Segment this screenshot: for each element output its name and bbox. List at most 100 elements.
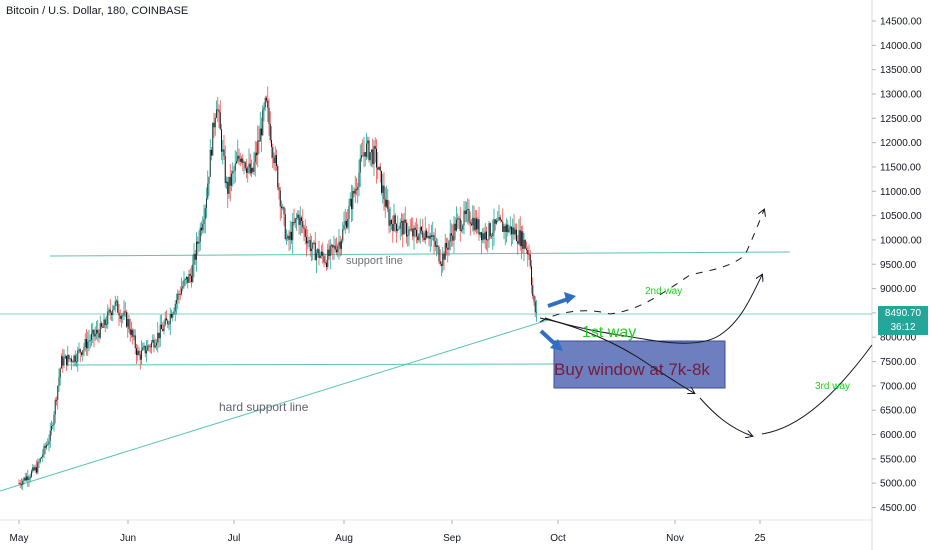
candle-body xyxy=(244,162,246,169)
candle-body xyxy=(454,223,456,231)
candle-body xyxy=(137,350,139,356)
candle-body xyxy=(507,224,509,233)
candle-body xyxy=(223,149,225,157)
candle-body xyxy=(406,222,407,237)
candle-body xyxy=(231,173,232,186)
candle-body xyxy=(461,229,462,231)
candle-body xyxy=(57,386,59,400)
blue-up-arrow[interactable] xyxy=(547,292,576,308)
candle-body xyxy=(86,339,87,349)
candle-body xyxy=(114,301,116,306)
candle-body xyxy=(224,156,226,184)
candle-body xyxy=(384,199,386,207)
price-tick-label: 11500.00 xyxy=(880,162,921,173)
candle-body xyxy=(164,318,166,325)
buy-window-box[interactable] xyxy=(553,340,726,389)
candle-body xyxy=(504,225,506,232)
candle-body xyxy=(149,346,151,348)
candle-body xyxy=(521,231,522,247)
candle-body xyxy=(43,446,45,455)
candle-body xyxy=(281,206,282,209)
candle-body xyxy=(344,220,346,226)
candle-body xyxy=(117,300,119,313)
candle-body xyxy=(502,221,504,232)
candle-body xyxy=(328,249,330,257)
candle-body xyxy=(69,358,71,360)
candle-body xyxy=(264,97,266,108)
candle-body xyxy=(462,225,464,230)
candle-body xyxy=(292,221,294,241)
candle-body xyxy=(501,220,502,222)
support-line[interactable] xyxy=(49,251,791,257)
candle-body xyxy=(258,140,260,142)
candle-body xyxy=(74,355,76,362)
candle-body xyxy=(511,226,512,235)
candle-body xyxy=(458,218,460,220)
candle-body xyxy=(508,229,510,233)
candle-body xyxy=(146,350,147,354)
candle-body xyxy=(434,240,436,247)
candle-body xyxy=(131,329,132,335)
candle-body xyxy=(201,227,202,231)
candle-body xyxy=(319,255,321,258)
candle-body xyxy=(122,315,124,317)
time-axis[interactable]: May Jun Jul Aug Sep Oct Nov 25 xyxy=(10,520,766,544)
candle-body xyxy=(391,220,392,224)
candle-body xyxy=(259,128,261,142)
candle-body xyxy=(382,185,384,193)
candle-body xyxy=(362,155,364,157)
candle-body xyxy=(161,324,162,330)
candle-body xyxy=(512,227,514,235)
candle-body xyxy=(528,254,530,256)
candle-body xyxy=(176,300,177,304)
candle-body xyxy=(212,122,214,156)
candle-body xyxy=(492,232,494,237)
candle-body xyxy=(533,296,535,302)
candle-body xyxy=(148,345,150,347)
candle-body xyxy=(428,236,430,239)
candle-body xyxy=(419,226,421,234)
candle-body xyxy=(484,231,486,240)
candle-body xyxy=(446,242,447,248)
candle-body xyxy=(311,248,312,251)
candle-body xyxy=(309,240,311,251)
candle-body xyxy=(207,183,209,199)
price-axis[interactable]: 4500.00 5000.00 5500.00 6000.00 6500.00 7000.… xyxy=(872,17,922,515)
candle-body xyxy=(322,251,324,257)
candle-body xyxy=(409,229,411,231)
candle-body xyxy=(298,214,300,225)
first-way-path[interactable] xyxy=(544,275,762,344)
candle-body xyxy=(238,155,240,159)
candle-body xyxy=(338,241,340,247)
third-way-path[interactable] xyxy=(761,344,873,435)
blue-down-arrow[interactable] xyxy=(539,329,563,351)
projection-down-path[interactable] xyxy=(539,317,694,393)
price-tick-label: 14500.00 xyxy=(880,17,922,28)
deep-drop-path[interactable] xyxy=(699,397,752,436)
candle-body xyxy=(186,276,187,280)
time-tick-label: May xyxy=(10,533,29,544)
candle-body xyxy=(286,238,287,240)
price-tick-label: 8000.00 xyxy=(880,333,917,344)
price-tick-label: 13000.00 xyxy=(880,89,922,100)
candle-body xyxy=(396,223,397,231)
candle-body xyxy=(464,210,466,215)
candle-body xyxy=(356,189,357,191)
candle-body xyxy=(314,242,316,261)
candle-body xyxy=(297,214,299,218)
second-way-path[interactable] xyxy=(539,210,764,323)
candle-body xyxy=(234,163,236,171)
candle-body xyxy=(293,221,295,224)
candle-body xyxy=(68,354,70,359)
hard-support-trendline[interactable] xyxy=(0,319,549,492)
candle-body xyxy=(287,236,289,239)
candle-body xyxy=(83,346,85,351)
candle-body xyxy=(232,171,234,174)
candle-body xyxy=(118,312,120,316)
candle-body xyxy=(193,253,195,265)
lower-level-line[interactable] xyxy=(67,363,559,366)
candle-body xyxy=(52,425,54,427)
candle-body xyxy=(136,348,137,356)
candle-body xyxy=(241,158,242,162)
